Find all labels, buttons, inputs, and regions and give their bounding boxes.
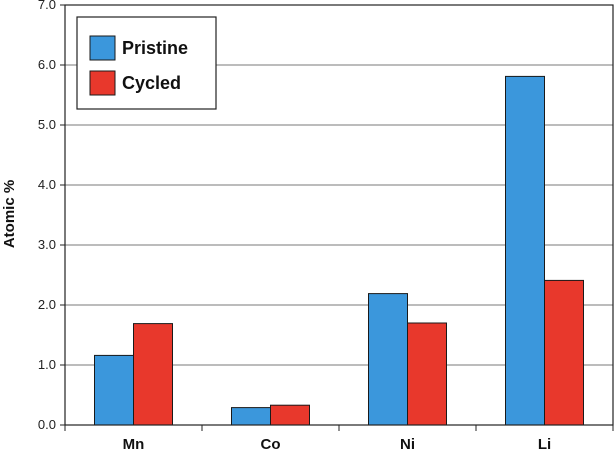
y-tick-label: 4.0 (38, 177, 56, 192)
legend-label-pristine: Pristine (122, 38, 188, 58)
y-tick-label: 7.0 (38, 0, 56, 12)
x-axis-ticks: Mn Co Ni Li (64, 425, 614, 453)
legend-swatch-cycled (89, 70, 116, 96)
bar-cycled-ni (407, 322, 447, 426)
bars (94, 75, 584, 426)
legend-swatch-pristine (89, 35, 116, 61)
x-tick-label: Ni (400, 436, 415, 453)
y-tick-label: 2.0 (38, 297, 56, 312)
x-tick-label: Co (261, 436, 281, 453)
y-tick-label: 3.0 (38, 237, 56, 252)
bar-pristine-ni (368, 293, 408, 426)
bar-cycled-co (270, 404, 310, 426)
bar-pristine-mn (94, 354, 134, 426)
bar-cycled-li (544, 279, 584, 426)
x-tick-label: Mn (123, 436, 145, 453)
y-tick-label: 1.0 (38, 357, 56, 372)
bar-cycled-mn (133, 323, 173, 426)
bar-pristine-li (505, 75, 545, 426)
y-axis-title: Atomic % (1, 180, 18, 248)
y-tick-label: 0.0 (38, 417, 56, 432)
legend-label-cycled: Cycled (122, 73, 181, 93)
y-tick-label: 6.0 (38, 57, 56, 72)
x-tick-label: Li (538, 436, 551, 453)
y-tick-label: 5.0 (38, 117, 56, 132)
legend: Pristine Cycled (76, 16, 217, 110)
bar-pristine-co (231, 407, 271, 426)
y-axis-ticks: 0.0 1.0 2.0 3.0 4.0 5.0 6.0 7.0 (38, 0, 65, 432)
